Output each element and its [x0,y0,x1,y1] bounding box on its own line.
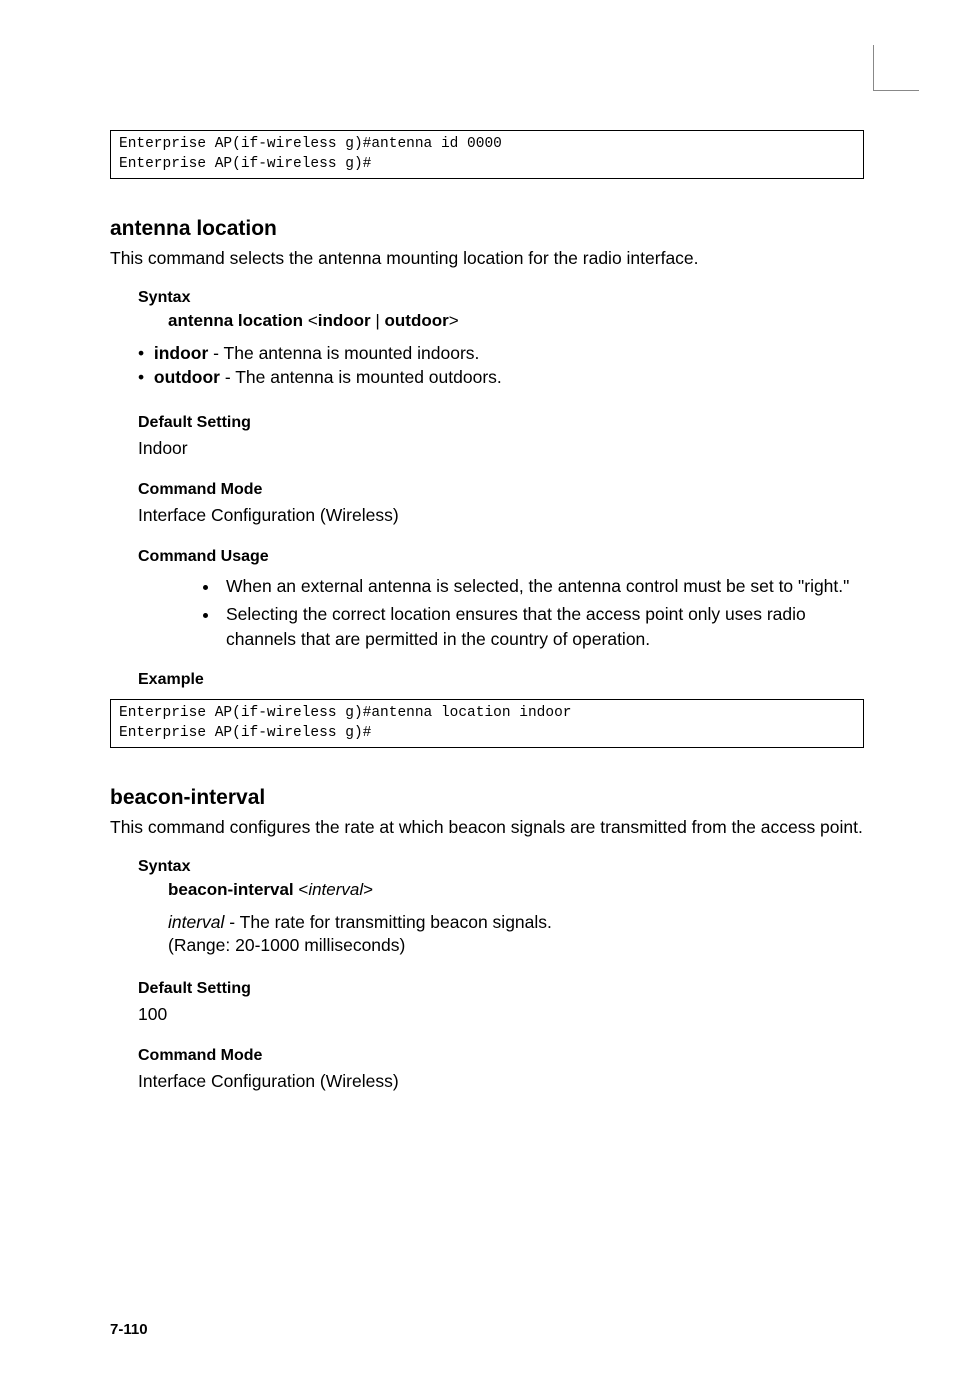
code-block-2: Enterprise AP(if-wireless g)#antenna loc… [110,699,864,748]
list-item: When an external antenna is selected, th… [220,574,864,599]
usage-list: When an external antenna is selected, th… [110,574,864,652]
bullet-term: outdoor [154,367,220,387]
syntax-line: beacon-interval <interval> [110,880,864,900]
syntax-line: antenna location <indoor | outdoor> [110,311,864,331]
bullet-text: - The antenna is mounted indoors. [208,343,479,363]
bracket-open: < [308,311,318,330]
code-block-1: Enterprise AP(if-wireless g)#antenna id … [110,130,864,179]
bullet-term: indoor [154,343,208,363]
bullet-item: • outdoor - The antenna is mounted outdo… [110,365,864,390]
default-label: Default Setting [110,980,864,998]
page-number: 7-110 [110,1321,148,1338]
param-line: interval - The rate for transmitting bea… [110,910,864,935]
default-value: 100 [110,1004,864,1025]
syntax-cmd: antenna location [168,311,303,330]
bullet-dot: • [138,367,144,387]
list-item: Selecting the correct location ensures t… [220,602,864,651]
example-label: Example [110,671,864,689]
cmd-desc: This command selects the antenna mountin… [110,247,864,271]
crop-mark [873,45,919,91]
param-desc: - The rate for transmitting beacon signa… [224,912,551,932]
syntax-label: Syntax [110,858,864,876]
bullet-dot: • [138,343,144,363]
param-range: (Range: 20-1000 milliseconds) [110,935,864,956]
syntax-opt: outdoor [385,311,449,330]
syntax-label: Syntax [110,289,864,307]
bullet-text: - The antenna is mounted outdoors. [220,367,502,387]
code-line: Enterprise AP(if-wireless g)#antenna id … [119,136,502,152]
bracket-close: > [363,880,373,899]
syntax-opt: indoor [318,311,371,330]
cmd-desc: This command configures the rate at whic… [110,816,864,840]
mode-label: Command Mode [110,1047,864,1065]
mode-value: Interface Configuration (Wireless) [110,505,864,526]
cmd-title-antenna-location: antenna location [110,217,864,241]
cmd-title-beacon-interval: beacon-interval [110,786,864,810]
mode-label: Command Mode [110,481,864,499]
default-value: Indoor [110,438,864,459]
usage-label: Command Usage [110,548,864,566]
bracket-close: > [449,311,459,330]
mode-value: Interface Configuration (Wireless) [110,1071,864,1092]
code-line: Enterprise AP(if-wireless g)#antenna loc… [119,705,571,721]
param-name: interval [168,912,224,932]
bullet-item: • indoor - The antenna is mounted indoor… [110,341,864,366]
syntax-pipe: | [371,311,385,330]
syntax-param: interval [308,880,363,899]
code-line: Enterprise AP(if-wireless g)# [119,156,371,172]
bracket-open: < [294,880,309,899]
default-label: Default Setting [110,414,864,432]
code-line: Enterprise AP(if-wireless g)# [119,725,371,741]
syntax-cmd: beacon-interval [168,880,294,899]
